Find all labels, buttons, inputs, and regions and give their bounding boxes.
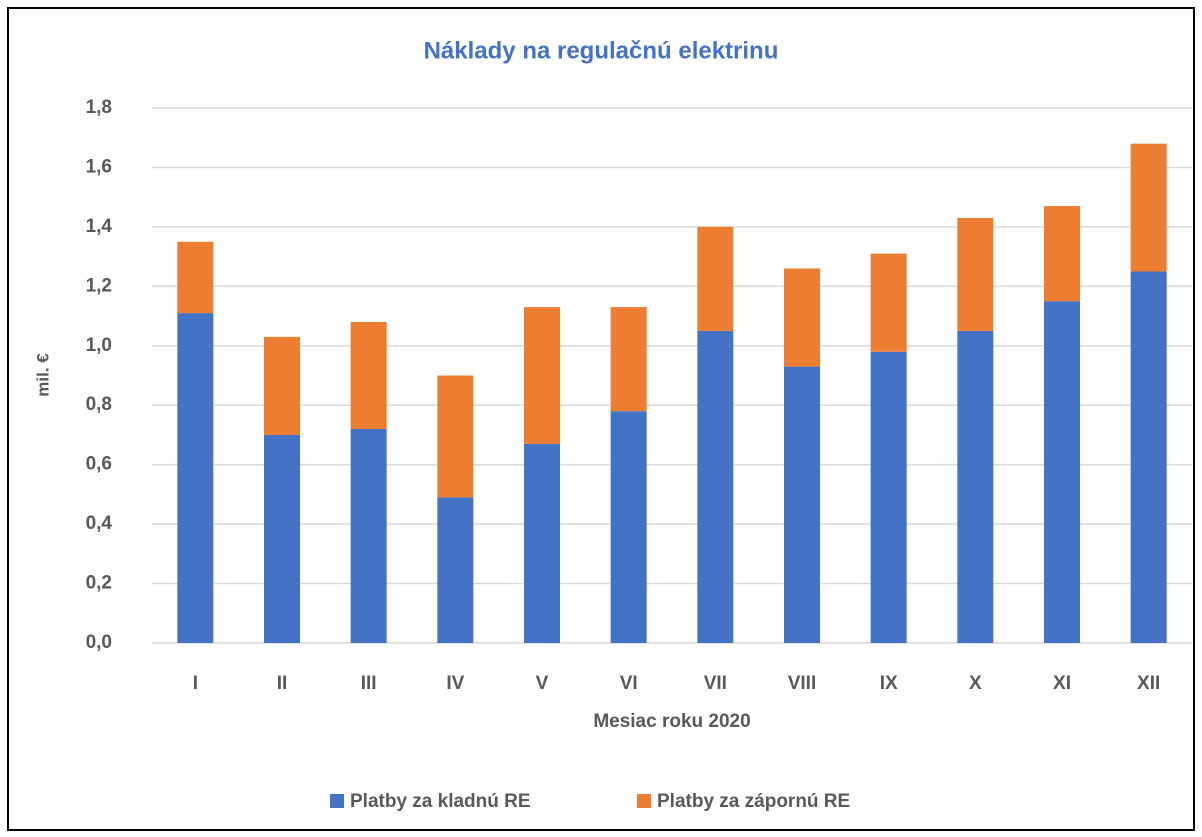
- bar-segment: [524, 307, 560, 444]
- x-tick-label: VIII: [788, 673, 817, 694]
- bar-segment: [697, 330, 734, 643]
- y-tick-label: 1,4: [86, 216, 113, 237]
- legend-label: Platby za zápornú RE: [657, 791, 850, 812]
- legend-swatch: [330, 794, 344, 808]
- y-tick-label: 1,6: [86, 156, 112, 177]
- y-tick-label: 1,0: [86, 335, 112, 356]
- y-tick-label: 0,2: [86, 573, 112, 594]
- bar-segment: [870, 351, 907, 643]
- bar-segment: [697, 226, 734, 331]
- y-tick-label: 0,6: [86, 454, 112, 475]
- x-axis-title: Mesiac roku 2020: [593, 711, 750, 732]
- bar-segment: [1044, 301, 1080, 643]
- y-tick-label: 1,8: [86, 97, 112, 118]
- y-axis-title: mil. €: [33, 353, 52, 397]
- bar-segment: [870, 253, 907, 352]
- y-tick-label: 0,0: [86, 632, 112, 653]
- bar-segment: [177, 313, 214, 643]
- x-tick-label: XII: [1137, 673, 1160, 694]
- legend-swatch: [637, 794, 651, 808]
- bar-segment: [350, 322, 387, 429]
- bar-segment: [784, 268, 820, 367]
- bar-segment: [957, 330, 994, 643]
- x-tick-label: VII: [704, 673, 727, 694]
- y-tick-label: 1,2: [86, 275, 112, 296]
- y-tick-label: 0,8: [86, 394, 112, 415]
- x-tick-label: VI: [620, 673, 638, 694]
- bar-segment: [1044, 206, 1080, 302]
- y-tick-label: 0,4: [86, 513, 113, 534]
- x-tick-label: V: [536, 673, 549, 694]
- bar-segment: [264, 336, 300, 435]
- bar-segment: [610, 307, 647, 412]
- x-tick-label: XI: [1053, 673, 1071, 694]
- x-tick-label: II: [277, 673, 288, 694]
- bar-segment: [350, 429, 387, 643]
- x-tick-label: III: [361, 673, 377, 694]
- bar-segment: [264, 434, 300, 643]
- bar-segment: [437, 375, 474, 498]
- bar-segment: [784, 366, 820, 643]
- bar-segment: [524, 443, 560, 643]
- x-tick-label: IX: [880, 673, 898, 694]
- bar-segment: [1130, 271, 1167, 643]
- bar-segment: [957, 217, 994, 331]
- x-tick-label: I: [193, 673, 198, 694]
- legend-label: Platby za kladnú RE: [350, 791, 531, 812]
- chart-title: Náklady na regulačnú elektrinu: [424, 37, 779, 64]
- bar-segment: [610, 411, 647, 643]
- x-tick-label: X: [969, 673, 982, 694]
- bar-segment: [177, 241, 214, 314]
- bar-segment: [437, 497, 474, 643]
- bar-segment: [1130, 143, 1167, 272]
- x-tick-label: IV: [446, 673, 464, 694]
